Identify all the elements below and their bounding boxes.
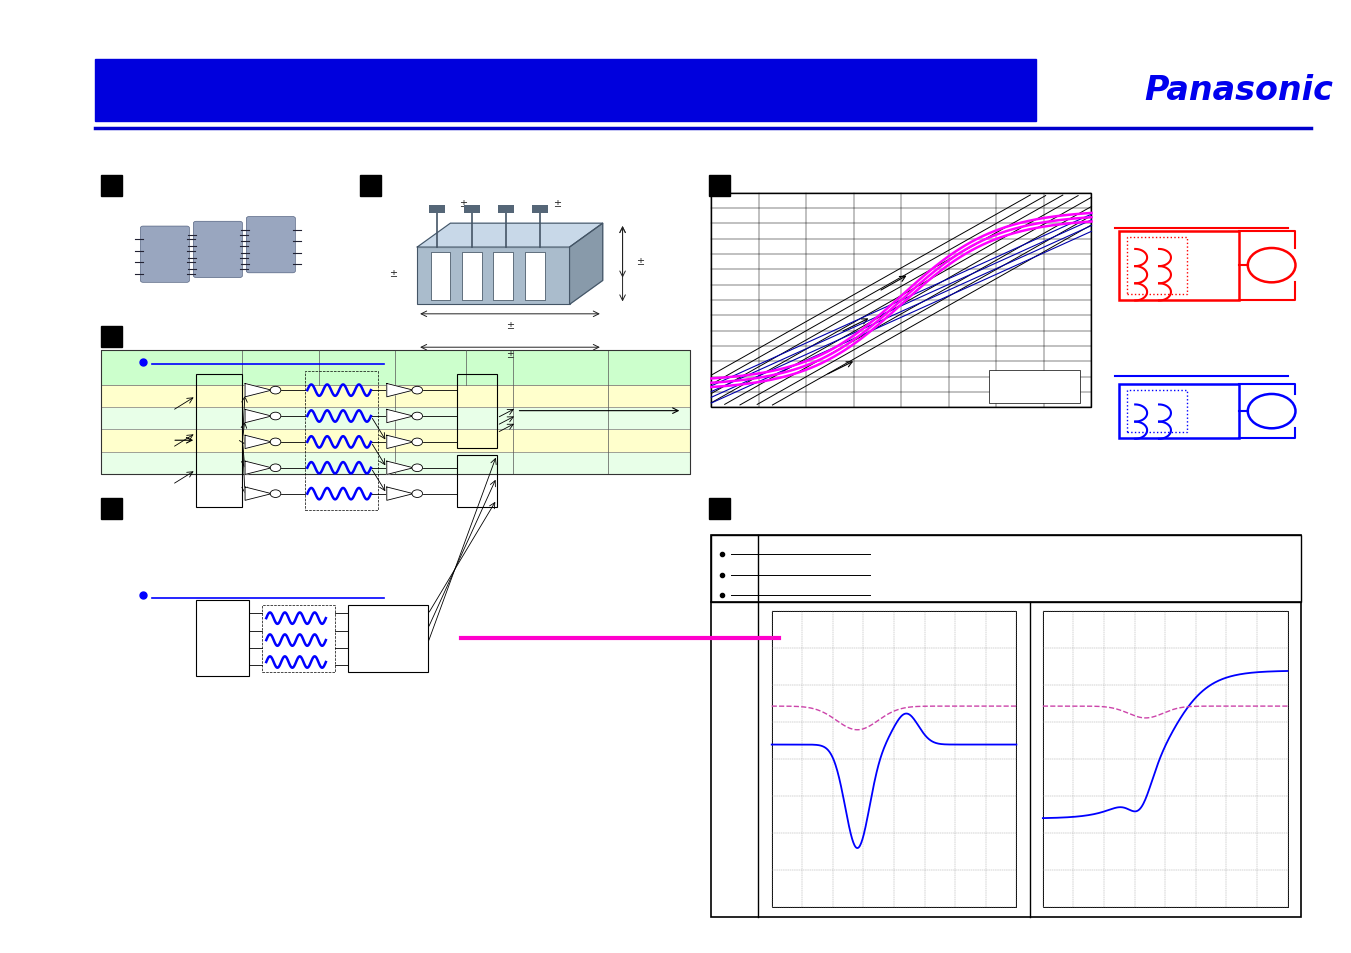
Bar (709, 498, 730, 519)
Bar (989, 371, 1079, 403)
Text: ±: ± (507, 350, 513, 359)
Circle shape (412, 490, 423, 497)
Polygon shape (245, 436, 272, 449)
Bar (101, 176, 122, 197)
Bar (262, 605, 335, 672)
Bar (457, 375, 497, 448)
Bar (493, 253, 513, 300)
Text: ±: ± (636, 256, 644, 267)
Bar (101, 327, 122, 348)
Bar (417, 248, 570, 305)
Bar (457, 456, 497, 507)
Bar (771, 612, 1016, 907)
FancyBboxPatch shape (193, 222, 242, 278)
Polygon shape (245, 461, 272, 475)
Bar (196, 600, 249, 677)
Text: ±: ± (553, 199, 561, 209)
Polygon shape (570, 224, 603, 305)
Bar (101, 385, 690, 408)
Polygon shape (417, 224, 603, 248)
Bar (712, 193, 1092, 408)
Bar (361, 176, 381, 197)
Bar (1127, 391, 1188, 433)
Circle shape (270, 438, 281, 446)
Bar (1127, 237, 1188, 294)
Bar (463, 206, 480, 213)
Bar (1119, 232, 1239, 300)
Bar (431, 253, 450, 300)
Polygon shape (245, 410, 272, 423)
Bar (430, 206, 444, 213)
FancyBboxPatch shape (141, 227, 189, 283)
Text: ±: ± (459, 199, 467, 209)
Bar (526, 253, 544, 300)
Polygon shape (245, 487, 272, 501)
Polygon shape (386, 410, 413, 423)
Bar (1043, 612, 1288, 907)
Polygon shape (386, 461, 413, 475)
Bar (305, 372, 377, 510)
Bar (101, 408, 690, 430)
FancyBboxPatch shape (246, 217, 296, 274)
Circle shape (270, 464, 281, 472)
Bar (462, 253, 482, 300)
Bar (349, 605, 428, 672)
Polygon shape (386, 384, 413, 397)
Bar (709, 176, 730, 197)
Bar (712, 536, 1301, 602)
Bar (712, 536, 1301, 917)
Bar (101, 453, 690, 475)
Polygon shape (386, 487, 413, 501)
Bar (532, 206, 549, 213)
Polygon shape (386, 436, 413, 449)
Circle shape (412, 464, 423, 472)
Bar (101, 351, 690, 475)
Circle shape (270, 387, 281, 395)
Bar (499, 206, 513, 213)
Bar (101, 351, 690, 385)
Bar (101, 430, 690, 453)
Bar (96, 60, 1036, 122)
Circle shape (412, 387, 423, 395)
Circle shape (412, 438, 423, 446)
Bar (196, 375, 242, 507)
Bar (101, 498, 122, 519)
Text: Panasonic: Panasonic (1144, 74, 1333, 107)
Circle shape (412, 413, 423, 420)
Bar (1119, 385, 1239, 438)
Text: ±: ± (389, 269, 397, 278)
Circle shape (270, 490, 281, 497)
Text: ±: ± (507, 321, 513, 331)
Polygon shape (245, 384, 272, 397)
Circle shape (270, 413, 281, 420)
